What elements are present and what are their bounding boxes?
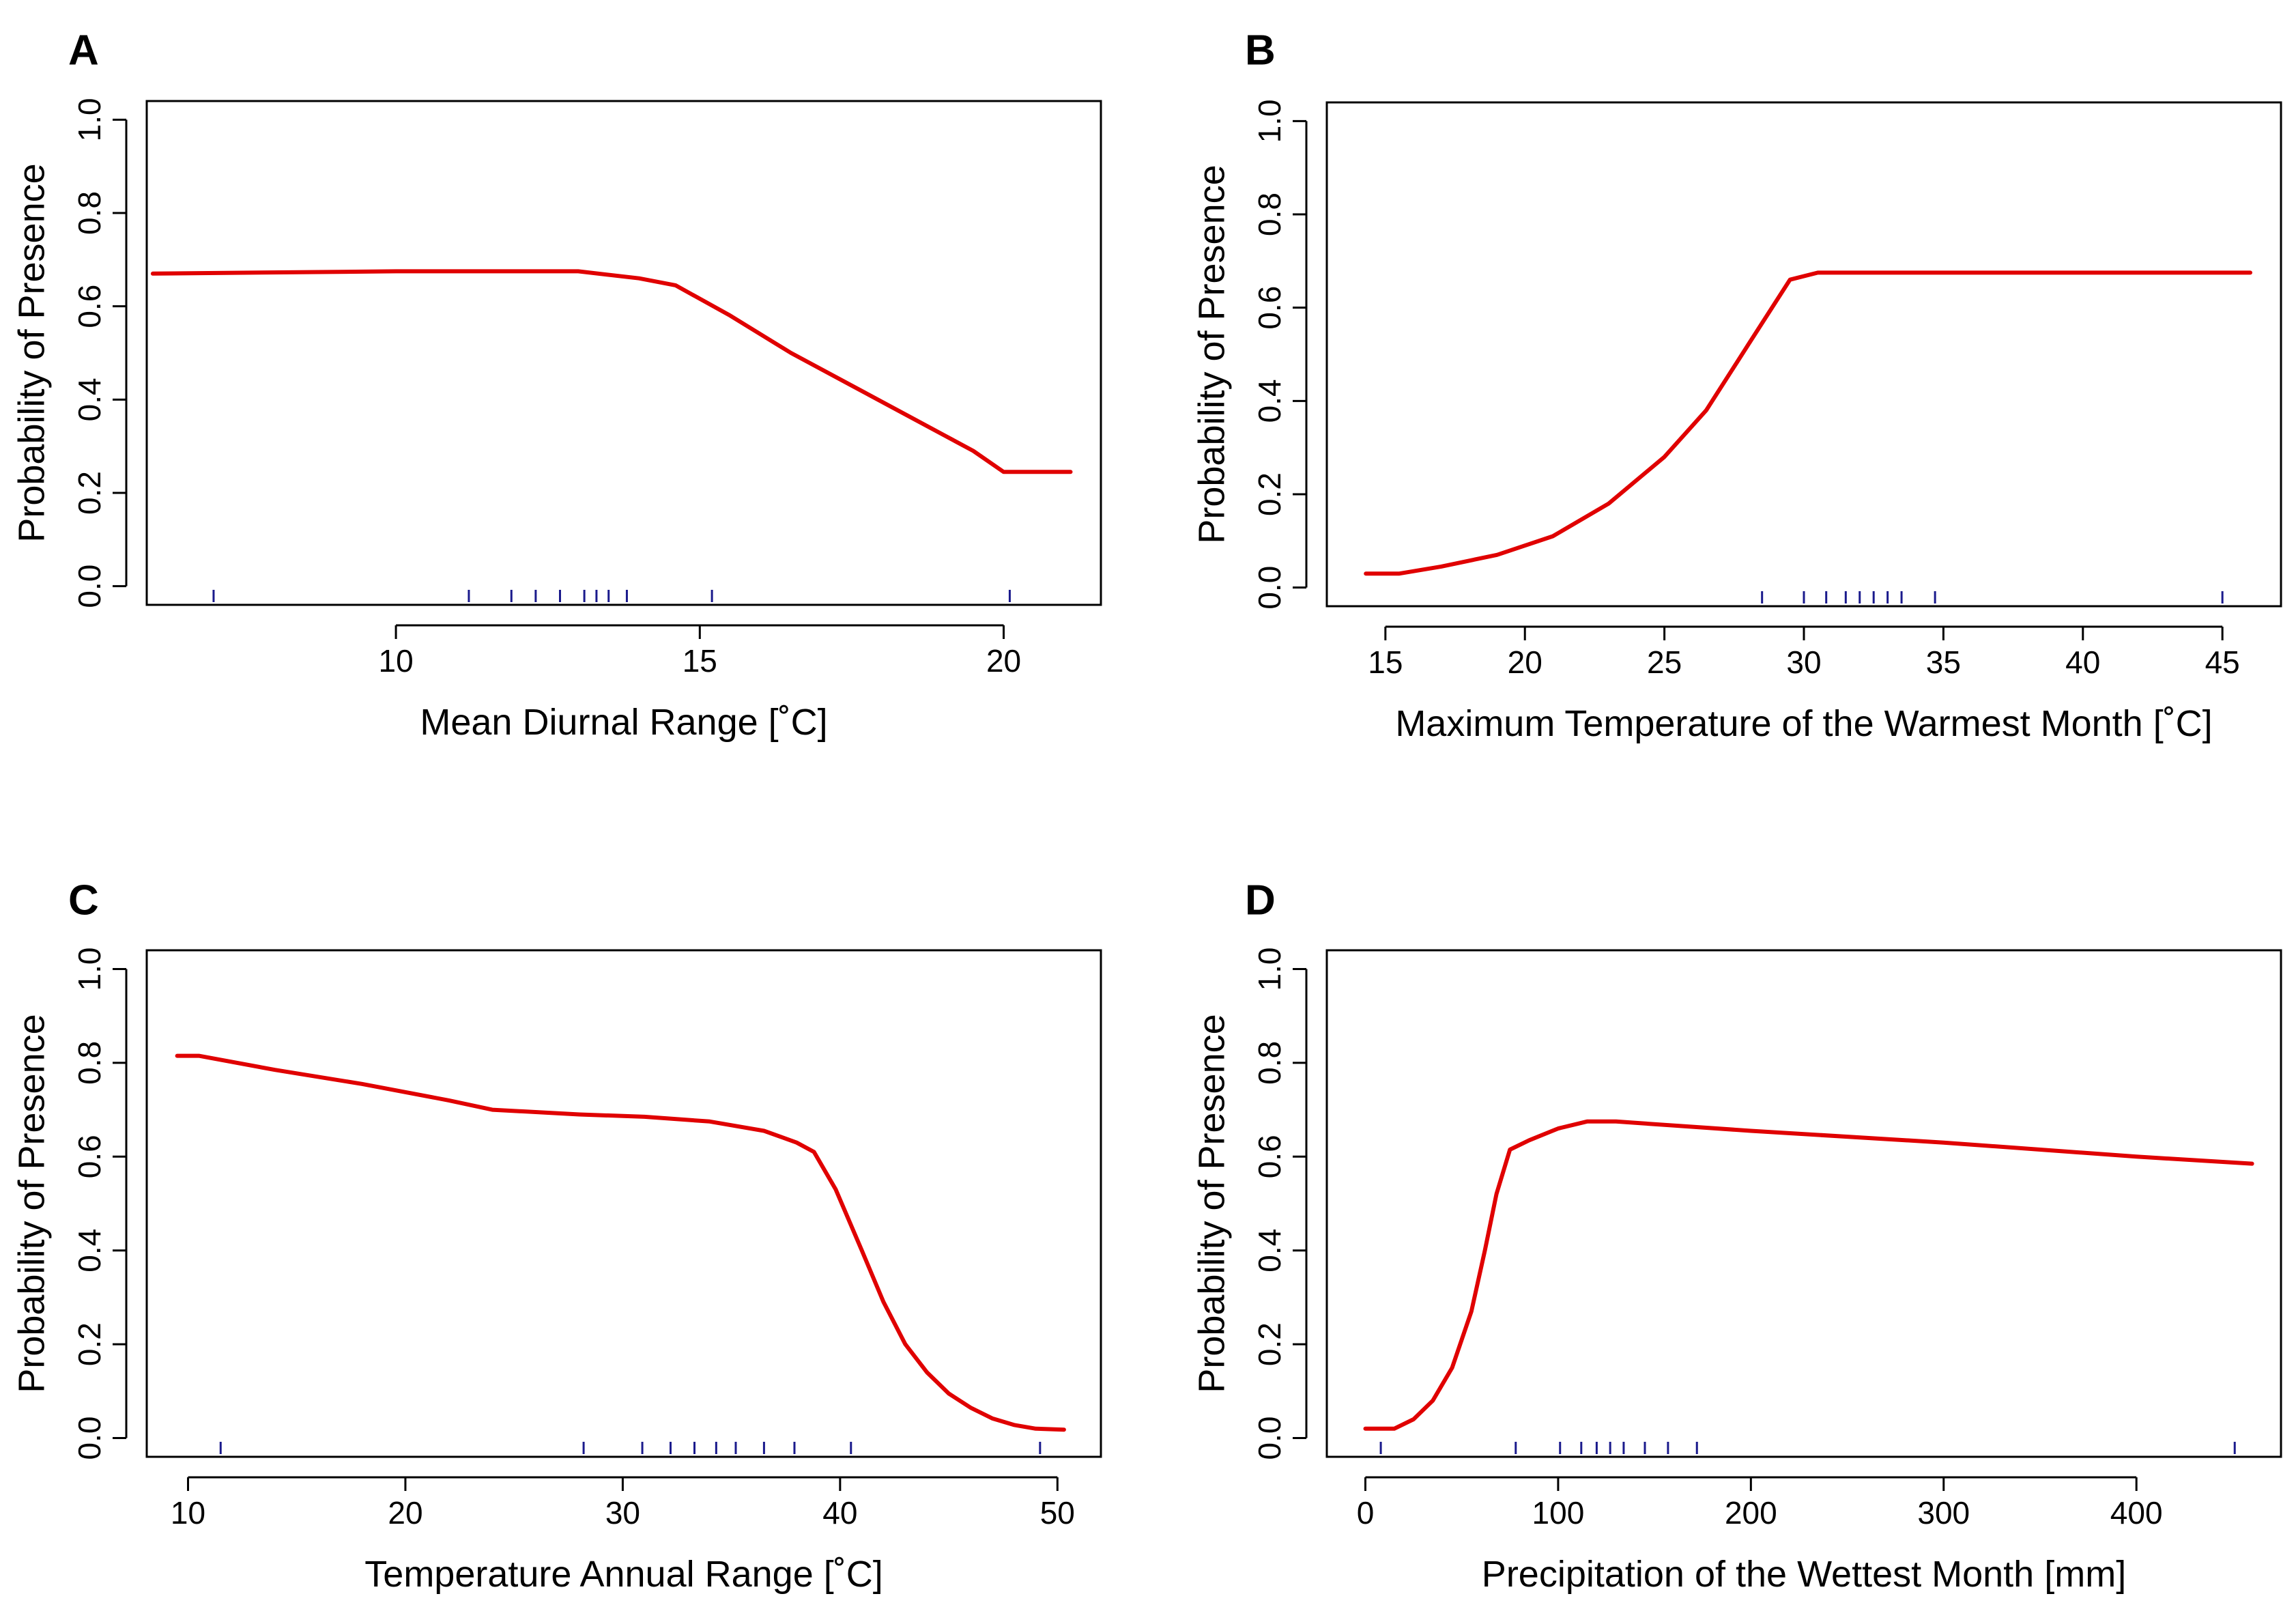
x-tick-label-d: 200 [1725,1495,1777,1531]
panel-a: A 0.0 0.2 0.4 0.6 0.8 1.0 10 15 20 Mean Diurnal Ra… [11,27,1101,743]
panel-d: D 0.0 0.2 0.4 0.6 0.8 1.0 0 100 200 300 400 Precipit… [1191,877,2281,1595]
x-tick-label-c: 20 [388,1495,422,1531]
y-tick-label-d: 1.0 [1252,948,1287,991]
response-curve-a [153,271,1071,472]
y-axis-label-a: Probability of Presence [11,163,52,542]
x-tick-label-d: 100 [1532,1495,1585,1531]
y-tick-label-d: 0.6 [1252,1135,1287,1178]
panel-b: B 0.0 0.2 0.4 0.6 0.8 1.0 15 20 25 30 35 40 45 Maximum… [1191,27,2281,744]
x-tick-label-b: 30 [1786,644,1821,680]
y-tick-label-c: 0.2 [72,1322,107,1366]
y-axis-label-d: Probability of Presence [1191,1014,1232,1393]
x-tick-label-c: 30 [605,1495,640,1531]
x-tick-label-a: 10 [378,643,413,679]
plot-frame-d [1327,950,2281,1457]
panel-letter-d: D [1245,877,1276,924]
x-tick-label-c: 40 [822,1495,857,1531]
x-tick-label-b: 20 [1508,644,1542,680]
x-axis-label-d: Precipitation of the Wettest Month [mm] [1482,1554,2126,1595]
x-axis-label-b: Maximum Temperature of the Warmest Month… [1395,703,2212,744]
y-tick-label-b: 0.4 [1252,379,1287,423]
plot-frame-a [147,101,1101,605]
response-curve-c [177,1056,1064,1430]
x-tick-label-a: 15 [683,643,717,679]
y-tick-label-d: 0.0 [1252,1417,1287,1460]
x-tick-label-b: 45 [2205,644,2240,680]
y-tick-label-a: 1.0 [72,98,107,141]
y-axis-label-b: Probability of Presence [1191,165,1232,543]
y-tick-label-b: 0.8 [1252,193,1287,236]
y-tick-label-d: 0.4 [1252,1229,1287,1272]
y-tick-label-a: 0.4 [72,378,107,421]
plot-frame-b [1327,102,2281,606]
y-tick-label-c: 0.4 [72,1229,107,1272]
x-tick-label-d: 300 [1917,1495,1970,1531]
response-curve-b [1366,272,2250,573]
panel-letter-b: B [1245,27,1276,74]
y-tick-label-c: 1.0 [72,948,107,991]
x-axis-label-a: Mean Diurnal Range [˚C] [420,702,827,743]
x-tick-label-c: 50 [1040,1495,1075,1531]
x-tick-label-b: 35 [1926,644,1961,680]
x-tick-label-a: 20 [986,643,1021,679]
panel-letter-a: A [68,27,99,74]
panel-letter-c: C [68,877,99,924]
panel-c: C 0.0 0.2 0.4 0.6 0.8 1.0 10 20 30 40 50 Temperature… [11,877,1101,1595]
y-tick-label-b: 1.0 [1252,99,1287,143]
x-axis-label-c: Temperature Annual Range [˚C] [364,1554,882,1595]
y-tick-label-b: 0.6 [1252,286,1287,330]
x-tick-label-b: 40 [2065,644,2100,680]
y-tick-label-c: 0.8 [72,1041,107,1085]
y-tick-label-d: 0.2 [1252,1322,1287,1366]
y-tick-label-a: 0.8 [72,191,107,235]
x-tick-label-b: 25 [1647,644,1682,680]
y-tick-label-c: 0.0 [72,1417,107,1460]
x-tick-label-c: 10 [171,1495,205,1531]
x-tick-label-d: 0 [1357,1495,1375,1531]
y-tick-label-d: 0.8 [1252,1041,1287,1085]
x-tick-label-b: 15 [1368,644,1403,680]
y-tick-label-b: 0.0 [1252,566,1287,610]
response-curve-d [1366,1122,2252,1429]
x-tick-label-d: 400 [2110,1495,2163,1531]
y-tick-label-c: 0.6 [72,1135,107,1178]
y-tick-label-b: 0.2 [1252,472,1287,516]
y-axis-label-c: Probability of Presence [11,1014,52,1393]
y-tick-label-a: 0.2 [72,471,107,515]
y-tick-label-a: 0.6 [72,285,107,328]
y-tick-label-a: 0.0 [72,565,107,608]
plot-frame-c [147,950,1101,1457]
